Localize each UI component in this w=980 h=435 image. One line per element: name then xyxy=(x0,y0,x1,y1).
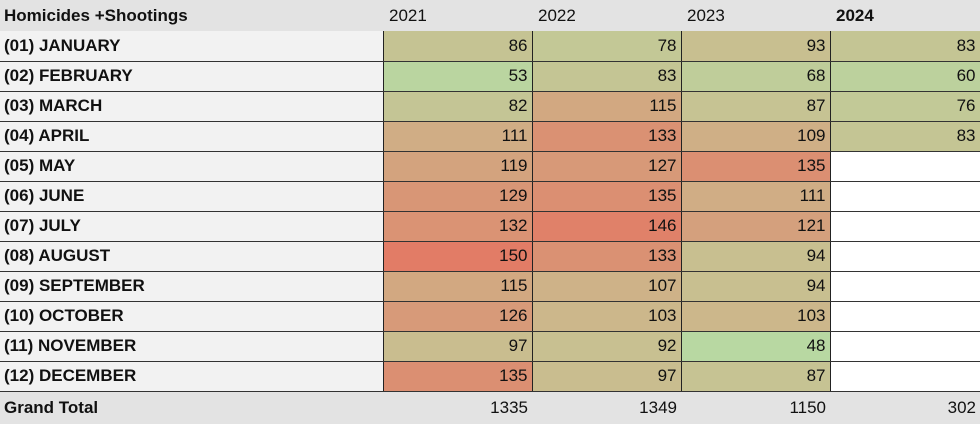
value-cell: 115 xyxy=(531,91,682,122)
value-cell: 78 xyxy=(531,31,682,62)
year-header: 2023 xyxy=(681,0,830,31)
month-label: (08) AUGUST xyxy=(0,241,383,272)
value-cell xyxy=(829,211,980,242)
month-row: (11) NOVEMBER 97 92 48 xyxy=(0,331,980,362)
value-cell: 83 xyxy=(829,31,980,62)
year-header: 2022 xyxy=(532,0,681,31)
value-cell: 87 xyxy=(680,361,831,392)
month-row: (04) APRIL 111 133 109 83 xyxy=(0,121,980,152)
month-label: (11) NOVEMBER xyxy=(0,331,383,362)
total-label: Grand Total xyxy=(0,391,383,424)
month-row: (06) JUNE 129 135 111 xyxy=(0,181,980,212)
total-value: 302 xyxy=(830,391,980,424)
month-row: (09) SEPTEMBER 115 107 94 xyxy=(0,271,980,302)
value-cell xyxy=(829,181,980,212)
value-cell xyxy=(829,361,980,392)
month-label: (01) JANUARY xyxy=(0,31,383,62)
value-cell: 86 xyxy=(382,31,533,62)
total-value: 1349 xyxy=(532,391,681,424)
value-cell: 150 xyxy=(382,241,533,272)
value-cell: 111 xyxy=(680,181,831,212)
total-value: 1335 xyxy=(383,391,532,424)
table-title: Homicides +Shootings xyxy=(0,0,383,31)
value-cell: 83 xyxy=(531,61,682,92)
month-row: (08) AUGUST 150 133 94 xyxy=(0,241,980,272)
month-row: (03) MARCH 82 115 87 76 xyxy=(0,91,980,122)
value-cell: 48 xyxy=(680,331,831,362)
value-cell: 87 xyxy=(680,91,831,122)
month-label: (04) APRIL xyxy=(0,121,383,152)
month-label: (03) MARCH xyxy=(0,91,383,122)
value-cell: 60 xyxy=(829,61,980,92)
year-header: 2021 xyxy=(383,0,532,31)
value-cell: 94 xyxy=(680,241,831,272)
month-row: (12) DECEMBER 135 97 87 xyxy=(0,361,980,392)
value-cell: 92 xyxy=(531,331,682,362)
value-cell: 103 xyxy=(531,301,682,332)
month-label: (02) FEBRUARY xyxy=(0,61,383,92)
value-cell: 121 xyxy=(680,211,831,242)
value-cell: 76 xyxy=(829,91,980,122)
month-row: (02) FEBRUARY 53 83 68 60 xyxy=(0,61,980,92)
value-cell: 82 xyxy=(382,91,533,122)
month-row: (01) JANUARY 86 78 93 83 xyxy=(0,31,980,62)
value-cell: 97 xyxy=(531,361,682,392)
header-row: Homicides +Shootings 2021 2022 2023 2024 xyxy=(0,0,980,31)
value-cell xyxy=(829,331,980,362)
value-cell: 133 xyxy=(531,121,682,152)
month-label: (06) JUNE xyxy=(0,181,383,212)
value-cell: 93 xyxy=(680,31,831,62)
month-label: (07) JULY xyxy=(0,211,383,242)
value-cell: 53 xyxy=(382,61,533,92)
value-cell: 111 xyxy=(382,121,533,152)
month-label: (10) OCTOBER xyxy=(0,301,383,332)
value-cell: 135 xyxy=(680,151,831,182)
value-cell xyxy=(829,271,980,302)
value-cell: 94 xyxy=(680,271,831,302)
value-cell xyxy=(829,241,980,272)
month-row: (10) OCTOBER 126 103 103 xyxy=(0,301,980,332)
value-cell: 97 xyxy=(382,331,533,362)
table-body: Homicides +Shootings 2021 2022 2023 2024 (01)… xyxy=(0,0,980,424)
value-cell: 133 xyxy=(531,241,682,272)
value-cell: 119 xyxy=(382,151,533,182)
value-cell: 83 xyxy=(829,121,980,152)
value-cell: 135 xyxy=(382,361,533,392)
value-cell: 107 xyxy=(531,271,682,302)
month-row: (05) MAY 119 127 135 xyxy=(0,151,980,182)
value-cell xyxy=(829,151,980,182)
month-label: (05) MAY xyxy=(0,151,383,182)
total-value: 1150 xyxy=(681,391,830,424)
value-cell: 132 xyxy=(382,211,533,242)
value-cell: 126 xyxy=(382,301,533,332)
value-cell: 109 xyxy=(680,121,831,152)
value-cell xyxy=(829,301,980,332)
heatmap-table: Homicides +Shootings 2021 2022 2023 2024 (01)… xyxy=(0,0,980,424)
value-cell: 115 xyxy=(382,271,533,302)
value-cell: 129 xyxy=(382,181,533,212)
month-label: (09) SEPTEMBER xyxy=(0,271,383,302)
value-cell: 127 xyxy=(531,151,682,182)
month-label: (12) DECEMBER xyxy=(0,361,383,392)
value-cell: 135 xyxy=(531,181,682,212)
value-cell: 146 xyxy=(531,211,682,242)
month-row: (07) JULY 132 146 121 xyxy=(0,211,980,242)
value-cell: 68 xyxy=(680,61,831,92)
year-header: 2024 xyxy=(830,0,980,31)
total-row: Grand Total 1335 1349 1150 302 xyxy=(0,391,980,424)
value-cell: 103 xyxy=(680,301,831,332)
